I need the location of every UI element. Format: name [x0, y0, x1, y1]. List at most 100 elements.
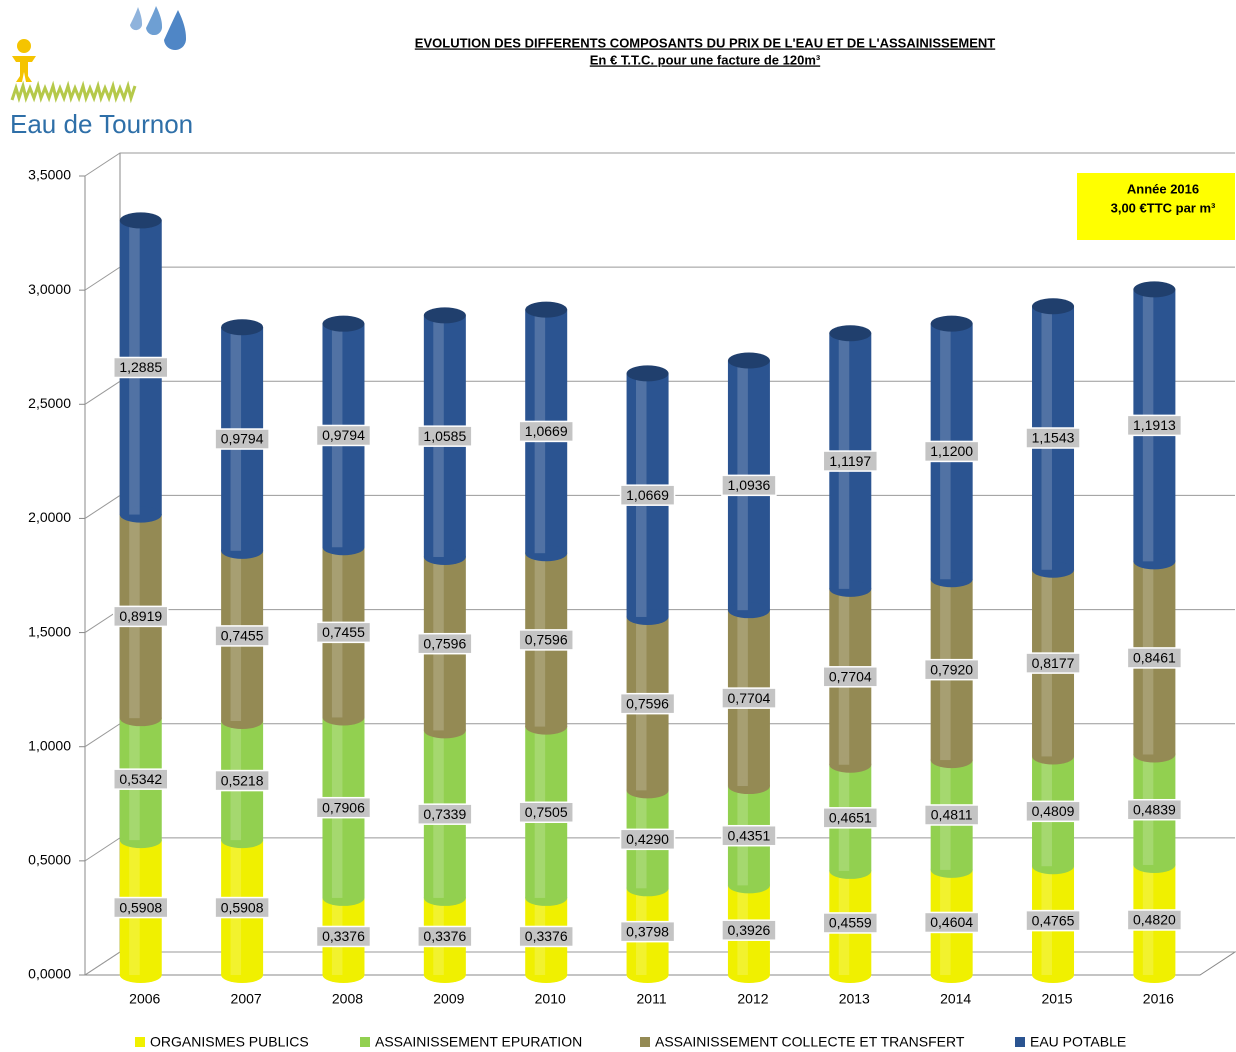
bar-top — [1032, 298, 1075, 315]
value-label: 0,7596 — [423, 635, 466, 651]
value-label: 0,7596 — [525, 632, 568, 648]
value-label: 0,4351 — [728, 827, 771, 843]
logo-text: Eau de Tournon — [10, 109, 193, 139]
bar-base — [727, 877, 770, 894]
bar-base — [829, 756, 872, 773]
value-label: 1,1543 — [1032, 430, 1075, 446]
bar-top — [1133, 281, 1176, 298]
bar-base — [221, 967, 264, 983]
bar-base — [221, 713, 264, 730]
logo-drop — [146, 6, 163, 36]
value-label-box — [113, 356, 169, 379]
value-label-box — [721, 919, 777, 941]
value-label-box — [1126, 647, 1183, 669]
y-tick-label: 1,0000 — [28, 737, 71, 753]
value-label: 0,7704 — [829, 669, 872, 685]
value-label-box — [417, 803, 473, 825]
value-label-box — [619, 920, 676, 943]
value-label: 0,5218 — [221, 772, 264, 788]
value-label: 0,4290 — [626, 831, 669, 847]
bar-base — [525, 889, 568, 906]
value-label-box — [417, 925, 473, 948]
value-label: 0,9794 — [322, 427, 365, 443]
value-label-box — [619, 828, 676, 851]
value-label-box — [1025, 909, 1081, 932]
value-label: 1,0669 — [626, 487, 669, 503]
bar-base — [829, 862, 872, 879]
bar-base — [626, 880, 669, 897]
bar-base — [119, 710, 162, 727]
annotation: Année 2016 — [1127, 181, 1199, 196]
value-label: 0,7455 — [221, 628, 264, 644]
x-tick-label: 2006 — [129, 991, 160, 1007]
legend-label: ASSAINISSEMENT EPURATION — [375, 1034, 582, 1050]
y-tick-label: 2,0000 — [28, 509, 71, 525]
value-label-box — [923, 658, 980, 681]
chart-subtitle: En € T.T.C. pour une facture de 120m³ — [590, 52, 821, 67]
bar-top — [423, 307, 466, 324]
bar-base — [423, 967, 466, 983]
chart-title: EVOLUTION DES DIFFERENTS COMPOSANTS DU P… — [415, 35, 995, 50]
logo-drop — [130, 7, 143, 31]
value-label-box — [518, 629, 574, 651]
value-label-box — [214, 896, 270, 919]
value-label: 0,3376 — [525, 928, 568, 944]
bar-base — [322, 539, 365, 556]
legend-swatch — [135, 1037, 145, 1047]
bar-top — [727, 352, 770, 369]
legend-label: ASSAINISSEMENT COLLECTE ET TRANSFERT — [655, 1034, 965, 1050]
value-label: 1,0585 — [423, 428, 466, 444]
value-label-box — [619, 692, 676, 715]
y-tick-label: 0,0000 — [28, 966, 71, 982]
value-label: 0,3376 — [322, 928, 365, 944]
logo-figure — [12, 56, 36, 82]
bar-base — [322, 889, 365, 906]
bar-base — [221, 832, 264, 849]
value-label: 0,7906 — [322, 799, 365, 815]
y-tick-label: 0,5000 — [28, 852, 71, 868]
legend-label: EAU POTABLE — [1030, 1034, 1126, 1050]
value-label: 0,4604 — [930, 914, 973, 930]
value-label: 0,8919 — [119, 608, 162, 624]
y-tick-label: 2,5000 — [28, 395, 71, 411]
bar-base — [1133, 746, 1176, 763]
bar-base — [727, 778, 770, 795]
bar-top — [829, 325, 872, 342]
bar-base — [1133, 967, 1176, 983]
value-label-box — [113, 896, 169, 919]
value-label-box — [822, 807, 879, 829]
value-label-box — [214, 769, 270, 792]
bar-base — [423, 889, 466, 906]
bar-base — [829, 967, 872, 983]
value-label: 0,4809 — [1032, 803, 1075, 819]
bar-base — [525, 718, 568, 735]
value-label-box — [1126, 909, 1183, 931]
x-tick-label: 2011 — [637, 991, 667, 1007]
x-tick-label: 2010 — [535, 991, 566, 1007]
value-label: 0,7505 — [525, 804, 568, 820]
x-tick-label: 2013 — [839, 991, 870, 1007]
value-label-box — [315, 621, 372, 644]
bar-base — [119, 506, 162, 523]
value-label-box — [1126, 414, 1183, 437]
logo-figure — [17, 39, 31, 53]
value-label-box — [518, 420, 574, 443]
x-tick-label: 2012 — [737, 991, 768, 1007]
value-label: 0,3798 — [626, 923, 669, 939]
annotation-box — [1077, 173, 1235, 240]
value-label: 1,0936 — [728, 477, 771, 493]
x-tick-label: 2009 — [433, 991, 464, 1007]
value-label: 0,8177 — [1032, 655, 1075, 671]
bar-base — [727, 602, 770, 619]
value-label: 1,1200 — [930, 443, 973, 459]
value-label: 0,7596 — [626, 695, 669, 711]
value-label-box — [923, 911, 980, 934]
bar-base — [1032, 561, 1075, 578]
bar-base — [525, 545, 568, 562]
value-label-box — [822, 666, 879, 688]
bar-base — [119, 967, 162, 983]
value-label-box — [1025, 800, 1081, 823]
value-label-box — [721, 687, 777, 709]
value-label: 0,5908 — [119, 899, 162, 915]
bar-base — [626, 782, 669, 799]
